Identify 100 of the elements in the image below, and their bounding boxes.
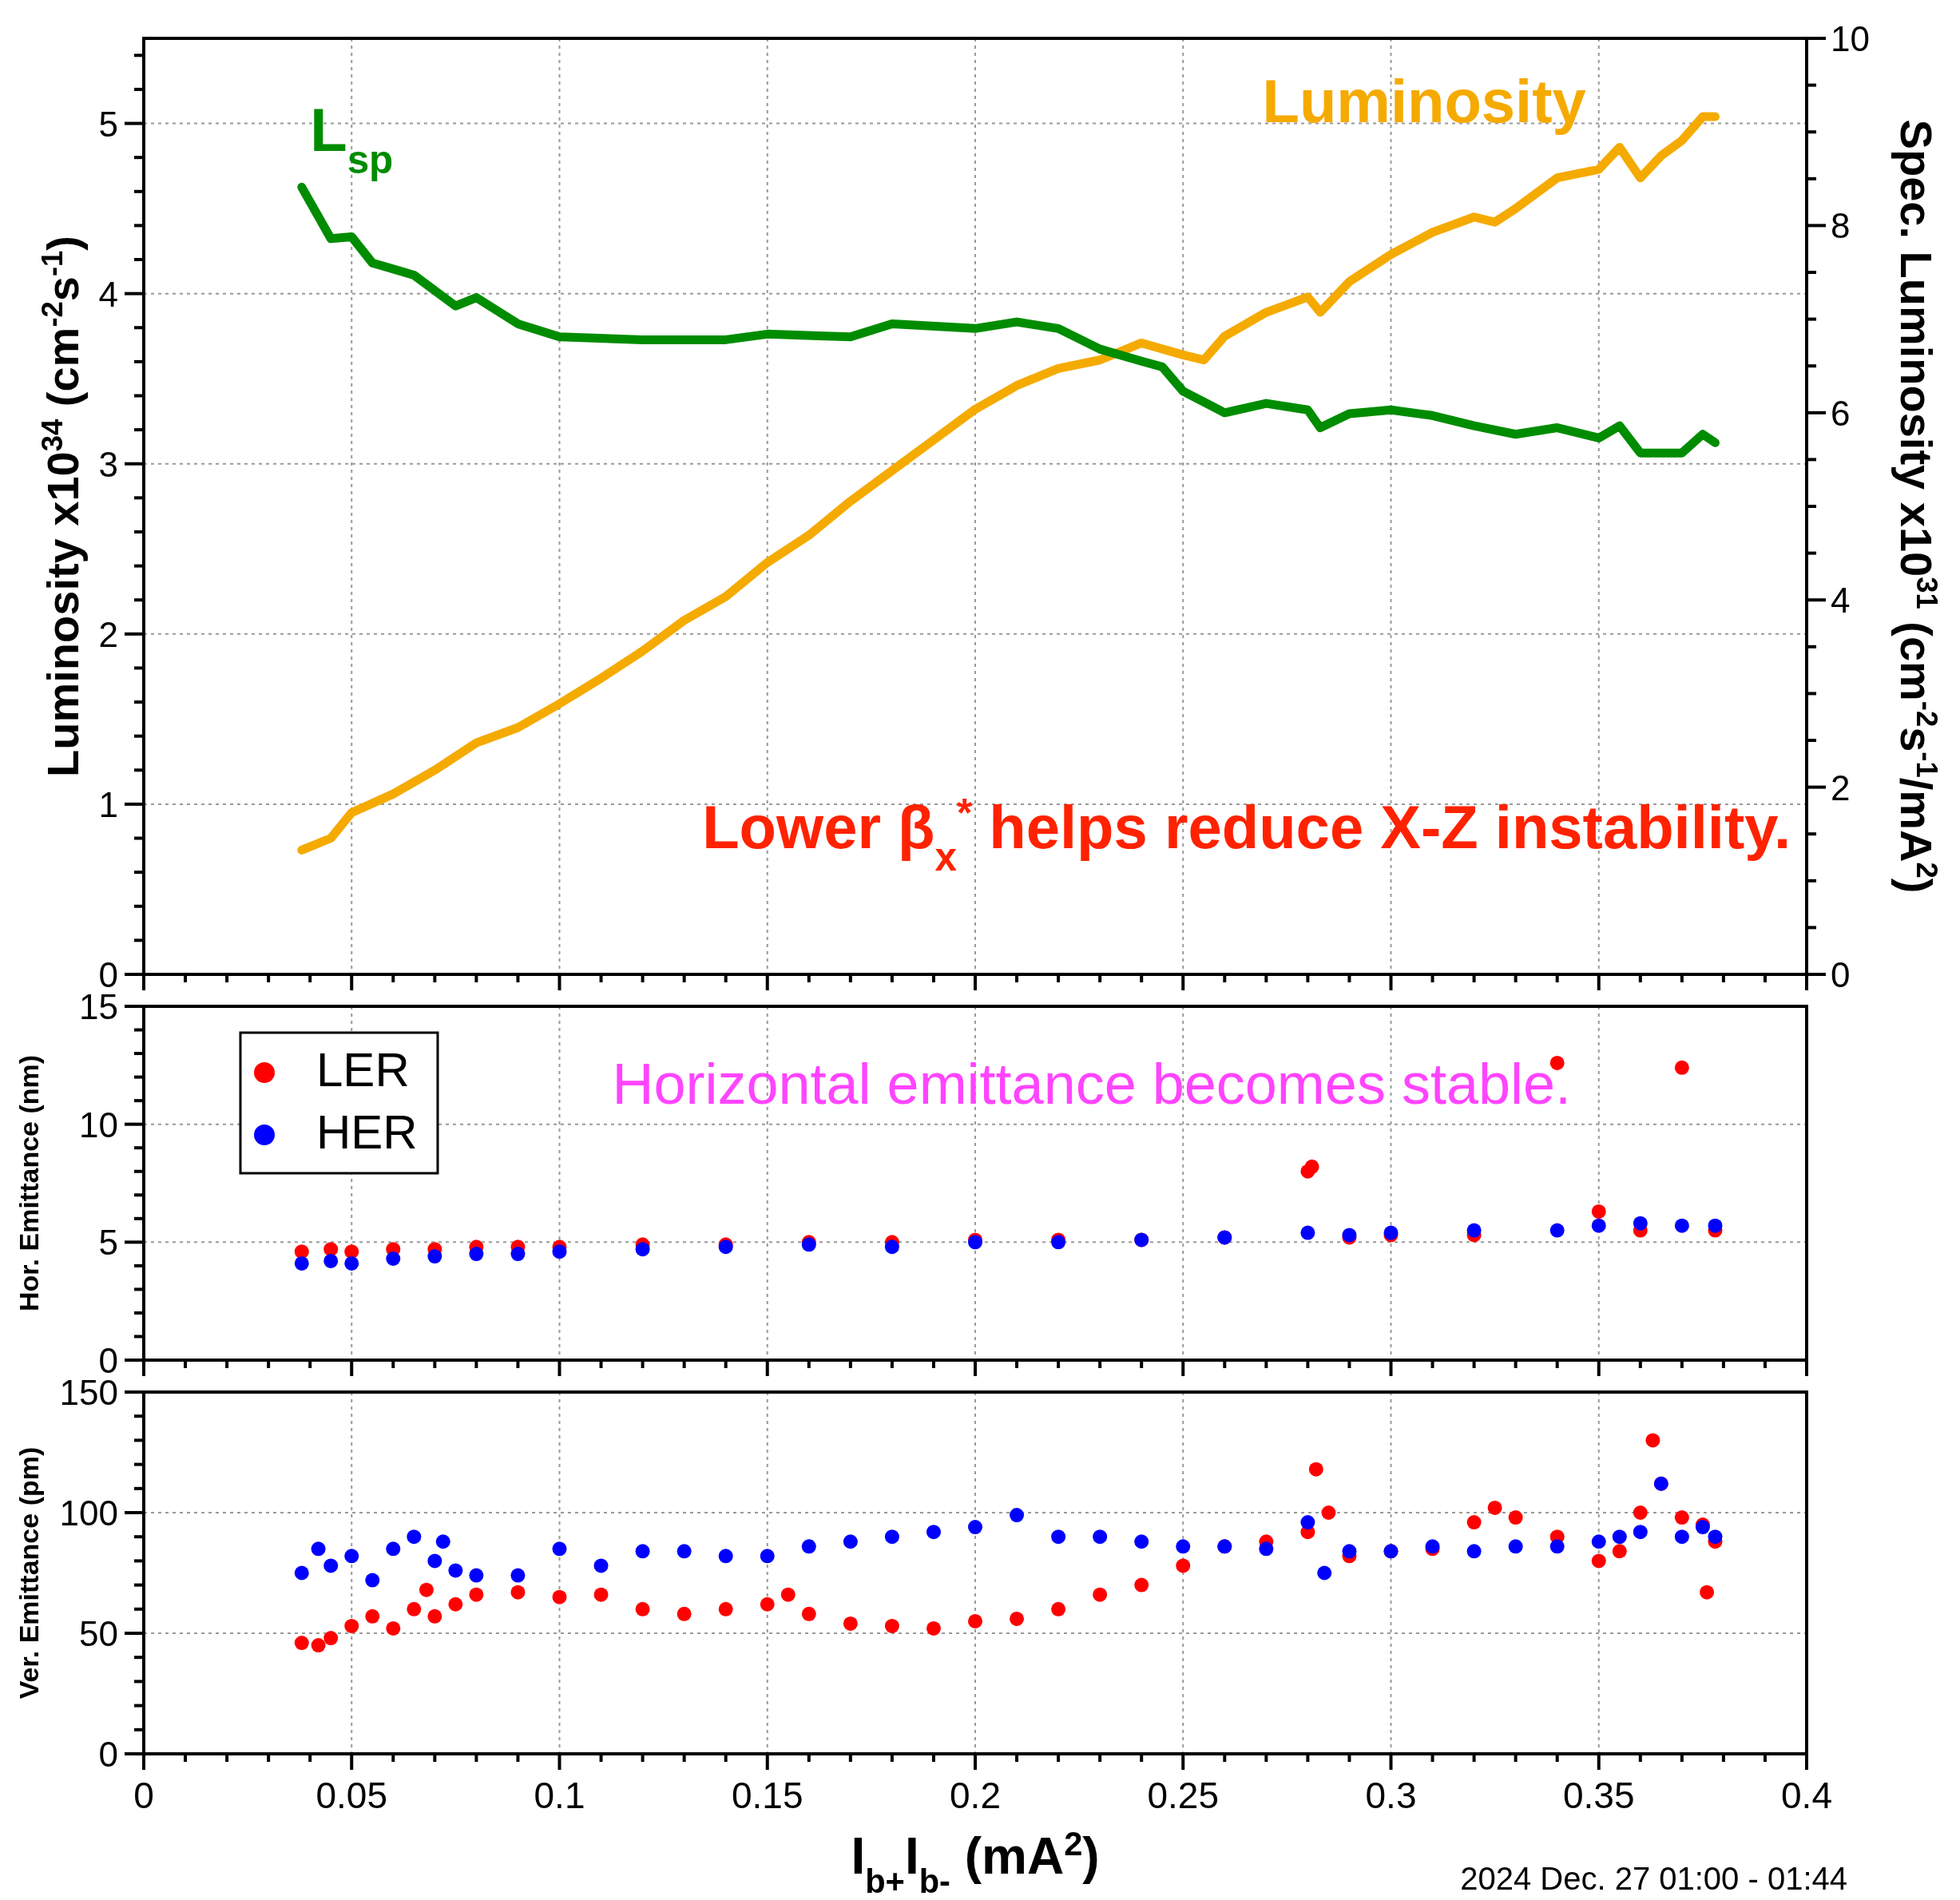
- point: [552, 1541, 567, 1557]
- point: [1466, 1544, 1482, 1559]
- point: [718, 1601, 733, 1616]
- y-axis-title: Ver. Emittance (pm): [14, 1446, 44, 1700]
- x-tick-label: 0.35: [1562, 1775, 1635, 1816]
- x-tick-label: 0.4: [1781, 1775, 1832, 1816]
- y2-tick-label: 0: [1831, 955, 1851, 994]
- y-tick-label: 3: [98, 444, 118, 484]
- point: [427, 1608, 442, 1624]
- point: [469, 1568, 484, 1583]
- point: [344, 1618, 359, 1633]
- point: [1633, 1525, 1648, 1540]
- point: [1645, 1433, 1660, 1448]
- point: [448, 1563, 463, 1578]
- point: [1591, 1553, 1606, 1569]
- point: [1342, 1544, 1357, 1559]
- point: [1674, 1218, 1689, 1233]
- y2-tick-label: 10: [1831, 19, 1870, 58]
- point: [1549, 1223, 1565, 1238]
- point: [1134, 1534, 1149, 1549]
- point: [968, 1520, 982, 1535]
- point: [718, 1549, 733, 1564]
- point: [1300, 1225, 1315, 1240]
- point: [435, 1534, 450, 1549]
- point: [1176, 1558, 1191, 1573]
- point: [552, 1244, 567, 1259]
- point: [801, 1606, 816, 1621]
- point: [365, 1573, 380, 1588]
- point: [593, 1558, 609, 1573]
- point: [294, 1565, 309, 1581]
- point: [427, 1249, 442, 1264]
- point: [676, 1606, 692, 1621]
- point: [968, 1613, 982, 1628]
- point: [1317, 1565, 1332, 1581]
- point: [1612, 1544, 1627, 1559]
- point: [1487, 1500, 1502, 1515]
- point: [510, 1585, 526, 1600]
- point: [760, 1549, 775, 1564]
- annotation: Horizontal emittance becomes stable.: [612, 1051, 1572, 1116]
- point: [344, 1549, 359, 1564]
- y-tick-label: 1: [98, 784, 118, 824]
- point: [1674, 1529, 1689, 1545]
- point: [1176, 1539, 1191, 1554]
- point: [1093, 1587, 1108, 1602]
- point: [510, 1247, 526, 1262]
- point: [635, 1242, 650, 1257]
- point: [1051, 1529, 1066, 1545]
- point: [1591, 1218, 1606, 1233]
- series-label: L$_{sp}$: [310, 95, 394, 181]
- point: [635, 1544, 650, 1559]
- point: [1508, 1510, 1523, 1525]
- point: [323, 1242, 339, 1257]
- point: [1508, 1539, 1523, 1554]
- legend-label: HER: [316, 1105, 418, 1159]
- point: [1259, 1541, 1274, 1557]
- x-tick-label: 0: [133, 1775, 154, 1816]
- point: [469, 1247, 484, 1262]
- y-tick-label: 10: [79, 1105, 118, 1144]
- point: [760, 1597, 775, 1612]
- point: [323, 1558, 339, 1573]
- point: [510, 1568, 526, 1583]
- y-tick-label: 5: [98, 104, 118, 144]
- x-tick-label: 0.05: [315, 1775, 388, 1816]
- point: [344, 1255, 359, 1271]
- point: [448, 1597, 463, 1612]
- y2-tick-label: 8: [1831, 206, 1851, 246]
- point: [1010, 1611, 1025, 1626]
- y2-tick-label: 6: [1831, 393, 1851, 433]
- y-tick-label: 50: [79, 1614, 118, 1653]
- text: 2024 Dec. 27 01:00 - 01:44: [1460, 1861, 1847, 1896]
- point: [635, 1601, 650, 1616]
- point: [427, 1553, 442, 1569]
- point: [294, 1636, 309, 1651]
- x-tick-label: 0.3: [1365, 1775, 1417, 1816]
- point: [386, 1620, 401, 1636]
- point: [294, 1255, 309, 1271]
- point: [365, 1608, 380, 1624]
- point: [311, 1541, 326, 1557]
- point: [294, 1244, 309, 1259]
- point: [884, 1618, 899, 1633]
- y-tick-label: 100: [59, 1493, 118, 1533]
- point: [593, 1587, 609, 1602]
- x-tick-label: 0.25: [1147, 1775, 1220, 1816]
- y-tick-label: 0: [98, 1735, 118, 1774]
- point: [676, 1544, 692, 1559]
- point: [926, 1525, 941, 1540]
- point: [1674, 1060, 1689, 1075]
- y-tick-label: 5: [98, 1223, 118, 1263]
- point: [1591, 1204, 1606, 1219]
- point: [1300, 1515, 1315, 1530]
- point: [1591, 1534, 1606, 1549]
- point: [1700, 1585, 1715, 1600]
- point: [1708, 1218, 1723, 1233]
- x-tick-label: 0.2: [950, 1775, 1001, 1816]
- y-tick-label: 2: [98, 614, 118, 654]
- point: [407, 1529, 422, 1545]
- point: [1549, 1539, 1565, 1554]
- x-tick-label: 0.15: [731, 1775, 803, 1816]
- point: [926, 1620, 941, 1636]
- point: [1051, 1601, 1066, 1616]
